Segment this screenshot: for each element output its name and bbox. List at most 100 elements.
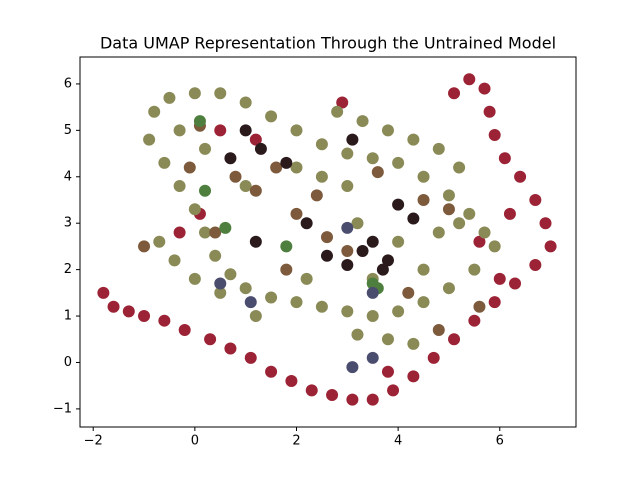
point xyxy=(173,226,186,239)
point xyxy=(265,110,278,123)
point xyxy=(514,170,527,183)
point xyxy=(331,105,344,118)
point xyxy=(529,258,542,271)
point xyxy=(366,152,379,165)
point xyxy=(356,245,369,258)
point xyxy=(320,249,333,262)
point xyxy=(432,323,445,336)
point xyxy=(544,240,557,253)
point xyxy=(392,198,405,211)
point xyxy=(224,152,237,165)
point xyxy=(168,254,181,267)
point xyxy=(442,282,455,295)
point xyxy=(417,296,430,309)
point xyxy=(381,124,394,137)
point xyxy=(290,207,303,220)
x-tick-label: −2 xyxy=(84,434,103,449)
y-tick-label: 4 xyxy=(64,169,72,184)
point xyxy=(468,263,481,276)
point xyxy=(341,221,354,234)
point xyxy=(280,156,293,169)
point xyxy=(300,217,313,230)
point xyxy=(290,296,303,309)
point xyxy=(498,152,511,165)
y-tick-label: 1 xyxy=(64,309,72,324)
point xyxy=(448,87,461,100)
point xyxy=(224,342,237,355)
point xyxy=(442,189,455,202)
point xyxy=(188,87,201,100)
y-tick-label: 0 xyxy=(64,355,72,370)
point xyxy=(427,351,440,364)
point xyxy=(219,221,232,234)
point xyxy=(315,300,328,313)
y-tick-label: 6 xyxy=(64,76,72,91)
point xyxy=(503,207,516,220)
point xyxy=(320,231,333,244)
point xyxy=(285,375,298,388)
point xyxy=(488,128,501,141)
point xyxy=(199,142,212,155)
point xyxy=(539,217,552,230)
point xyxy=(204,333,217,346)
point xyxy=(158,156,171,169)
point xyxy=(229,170,242,183)
point xyxy=(188,203,201,216)
point xyxy=(173,180,186,193)
point xyxy=(158,314,171,327)
point xyxy=(346,393,359,406)
point xyxy=(392,305,405,318)
point xyxy=(214,87,227,100)
point xyxy=(183,161,196,174)
point xyxy=(417,170,430,183)
point xyxy=(417,193,430,206)
point xyxy=(351,217,364,230)
point xyxy=(493,272,506,285)
point xyxy=(392,235,405,248)
point xyxy=(107,300,120,313)
point xyxy=(199,226,212,239)
point xyxy=(432,142,445,155)
point xyxy=(265,291,278,304)
point xyxy=(356,115,369,128)
y-tick-label: −1 xyxy=(53,401,72,416)
point xyxy=(173,124,186,137)
point xyxy=(138,240,151,253)
point xyxy=(341,305,354,318)
point xyxy=(254,142,267,155)
point xyxy=(97,286,110,299)
y-tick-label: 3 xyxy=(64,216,72,231)
point xyxy=(122,305,135,318)
point xyxy=(366,310,379,323)
point xyxy=(265,365,278,378)
point xyxy=(453,217,466,230)
point xyxy=(529,193,542,206)
point xyxy=(448,333,461,346)
x-tick-label: 2 xyxy=(292,434,300,449)
point xyxy=(468,314,481,327)
point xyxy=(509,277,522,290)
x-tick-label: 6 xyxy=(496,434,504,449)
x-tick-label: 4 xyxy=(394,434,402,449)
point xyxy=(249,184,262,197)
point xyxy=(473,300,486,313)
x-tick-label: 0 xyxy=(191,434,199,449)
point xyxy=(300,272,313,285)
point xyxy=(463,73,476,86)
point xyxy=(209,249,222,262)
point xyxy=(326,388,339,401)
point xyxy=(392,156,405,169)
point xyxy=(244,351,257,364)
point xyxy=(239,124,252,137)
point xyxy=(366,393,379,406)
point xyxy=(315,170,328,183)
point xyxy=(249,235,262,248)
point xyxy=(463,207,476,220)
point xyxy=(488,240,501,253)
point xyxy=(178,323,191,336)
point xyxy=(249,133,262,146)
point xyxy=(488,296,501,309)
point xyxy=(310,189,323,202)
point xyxy=(249,310,262,323)
